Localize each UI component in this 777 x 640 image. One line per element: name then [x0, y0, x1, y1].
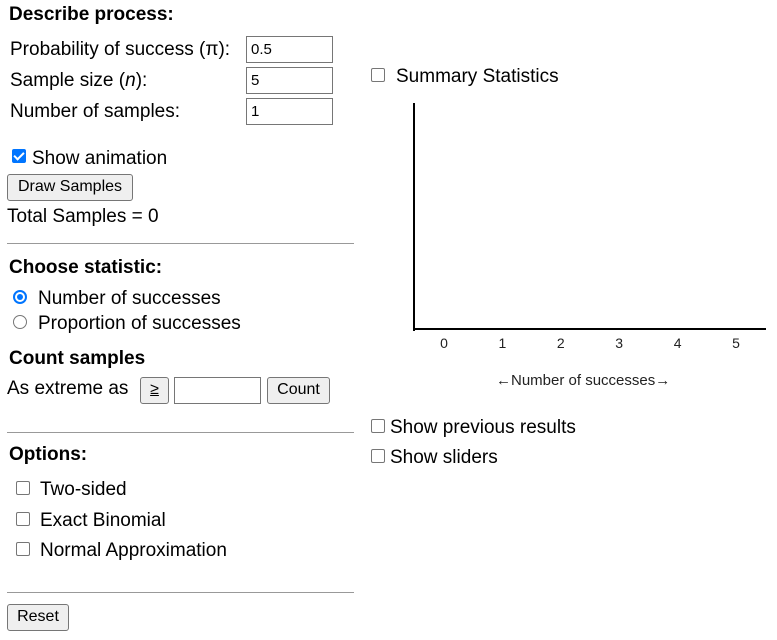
radio-number-of-successes[interactable]	[13, 290, 27, 304]
show-animation-checkbox[interactable]	[12, 149, 26, 163]
reset-button[interactable]: Reset	[7, 604, 69, 631]
normal-approximation-label: Normal Approximation	[40, 540, 227, 561]
exact-binomial-checkbox[interactable]	[16, 512, 30, 526]
sample-size-label: Sample size (n):	[10, 70, 148, 91]
exact-binomial-label: Exact Binomial	[40, 510, 166, 531]
chart-x-label-row: ←Number of successes→	[0, 372, 777, 392]
proportion-of-successes-label: Proportion of successes	[38, 313, 241, 334]
show-previous-results-label: Show previous results	[390, 417, 576, 438]
radio-proportion-of-successes[interactable]	[13, 315, 27, 329]
count-samples-heading: Count samples	[9, 348, 146, 369]
draw-samples-button[interactable]: Draw Samples	[7, 174, 133, 201]
summary-statistics-checkbox[interactable]	[371, 68, 385, 82]
chart-y-axis	[413, 103, 415, 331]
as-extreme-label: As extreme as	[7, 378, 129, 399]
show-previous-results-checkbox[interactable]	[371, 419, 385, 433]
summary-statistics-label: Summary Statistics	[396, 66, 559, 87]
normal-approximation-checkbox[interactable]	[16, 542, 30, 556]
statistic-heading: Choose statistic:	[9, 257, 163, 278]
divider	[7, 592, 354, 593]
two-sided-label: Two-sided	[40, 479, 127, 500]
count-button[interactable]: Count	[267, 377, 330, 404]
options-heading: Options:	[9, 444, 88, 465]
divider	[7, 432, 354, 433]
chart-x-axis	[413, 328, 766, 330]
total-samples-text: Total Samples = 0	[7, 206, 159, 227]
show-sliders-label: Show sliders	[390, 447, 498, 468]
x-tick-label: 4	[673, 335, 682, 351]
probability-input[interactable]: 0.5	[246, 36, 333, 63]
count-value-input[interactable]	[174, 377, 261, 404]
probability-label: Probability of success (π):	[10, 39, 231, 60]
divider	[7, 243, 354, 244]
x-tick-label: 5	[732, 335, 740, 351]
x-tick-label: 3	[615, 335, 624, 351]
two-sided-checkbox[interactable]	[16, 481, 30, 495]
show-animation-label: Show animation	[32, 148, 168, 169]
x-tick-label: 2	[556, 335, 565, 351]
chart-x-axis-label: ←Number of successes→	[496, 372, 671, 389]
number-of-samples-label: Number of samples:	[10, 101, 181, 122]
number-of-samples-input[interactable]: 1	[246, 98, 333, 125]
extreme-operator-button[interactable]: ≥	[140, 377, 169, 404]
sample-size-input[interactable]: 5	[246, 67, 333, 94]
x-tick-label: 1	[498, 335, 507, 351]
process-heading: Describe process:	[9, 4, 174, 25]
show-sliders-checkbox[interactable]	[371, 449, 385, 463]
x-tick-label: 0	[440, 335, 448, 351]
number-of-successes-label: Number of successes	[38, 288, 221, 309]
